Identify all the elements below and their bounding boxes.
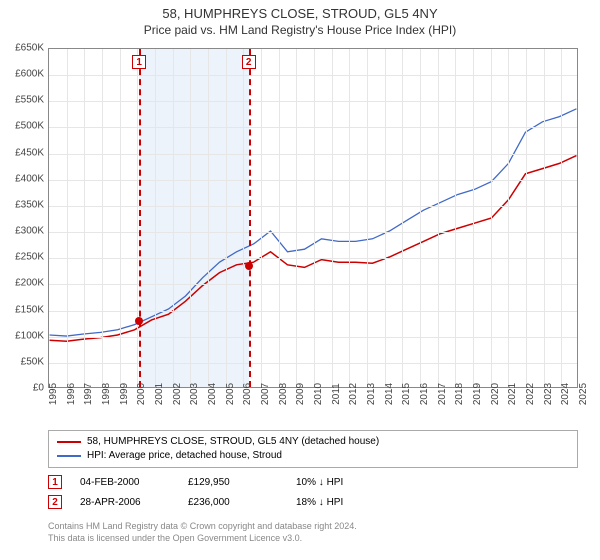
y-tick-label: £400K: [15, 173, 44, 184]
legend-label: HPI: Average price, detached house, Stro…: [87, 449, 282, 463]
x-tick-label: 2014: [384, 383, 395, 405]
event-point-marker: [135, 317, 143, 325]
y-tick-label: £250K: [15, 252, 44, 263]
x-tick-label: 1997: [83, 383, 94, 405]
x-tick-label: 2012: [348, 383, 359, 405]
x-axis: 1995199619971998199920002001200220032004…: [48, 390, 578, 428]
legend-swatch: [57, 441, 81, 443]
x-tick-label: 2015: [401, 383, 412, 405]
x-tick-label: 2007: [260, 383, 271, 405]
y-tick-label: £600K: [15, 69, 44, 80]
event-price: £236,000: [188, 497, 278, 508]
event-line: [249, 49, 251, 387]
event-delta: 18% ↓ HPI: [296, 497, 386, 508]
x-tick-label: 2003: [189, 383, 200, 405]
event-number-box: 2: [48, 495, 62, 509]
y-tick-label: £650K: [15, 43, 44, 54]
legend-item: HPI: Average price, detached house, Stro…: [57, 449, 569, 463]
x-tick-label: 2023: [543, 383, 554, 405]
footnote-line-2: This data is licensed under the Open Gov…: [48, 532, 578, 544]
y-tick-label: £550K: [15, 95, 44, 106]
events-table: 1 04-FEB-2000 £129,950 10% ↓ HPI 2 28-APR-200…: [48, 472, 578, 512]
y-tick-label: £450K: [15, 147, 44, 158]
x-tick-label: 2020: [490, 383, 501, 405]
legend-label: 58, HUMPHREYS CLOSE, STROUD, GL5 4NY (de…: [87, 435, 379, 449]
y-tick-label: £150K: [15, 304, 44, 315]
x-tick-label: 2018: [454, 383, 465, 405]
event-row: 2 28-APR-2006 £236,000 18% ↓ HPI: [48, 492, 578, 512]
event-date: 28-APR-2006: [80, 497, 170, 508]
legend-swatch: [57, 455, 81, 457]
legend: 58, HUMPHREYS CLOSE, STROUD, GL5 4NY (de…: [48, 430, 578, 468]
event-marker-box: 1: [132, 55, 146, 69]
event-row: 1 04-FEB-2000 £129,950 10% ↓ HPI: [48, 472, 578, 492]
x-tick-label: 2021: [507, 383, 518, 405]
x-tick-label: 2024: [560, 383, 571, 405]
event-marker-box: 2: [242, 55, 256, 69]
x-tick-label: 2013: [366, 383, 377, 405]
y-tick-label: £100K: [15, 330, 44, 341]
x-tick-label: 2005: [225, 383, 236, 405]
footnote-line-1: Contains HM Land Registry data © Crown c…: [48, 520, 578, 532]
y-tick-label: £300K: [15, 226, 44, 237]
y-tick-label: £500K: [15, 121, 44, 132]
event-date: 04-FEB-2000: [80, 477, 170, 488]
x-tick-label: 2001: [154, 383, 165, 405]
y-axis: £0£50K£100K£150K£200K£250K£300K£350K£400…: [0, 48, 46, 388]
series-line: [50, 109, 577, 336]
event-line: [139, 49, 141, 387]
y-tick-label: £350K: [15, 199, 44, 210]
event-delta: 10% ↓ HPI: [296, 477, 386, 488]
x-tick-label: 2017: [437, 383, 448, 405]
x-tick-label: 2022: [525, 383, 536, 405]
x-tick-label: 1998: [101, 383, 112, 405]
x-tick-label: 2019: [472, 383, 483, 405]
chart-area: 12: [48, 48, 578, 388]
series-line: [50, 156, 577, 342]
y-tick-label: £0: [33, 383, 44, 394]
x-tick-label: 1995: [48, 383, 59, 405]
x-tick-label: 2009: [295, 383, 306, 405]
y-tick-label: £200K: [15, 278, 44, 289]
x-tick-label: 2016: [419, 383, 430, 405]
x-tick-label: 2025: [578, 383, 589, 405]
x-tick-label: 2000: [136, 383, 147, 405]
page-title: 58, HUMPHREYS CLOSE, STROUD, GL5 4NY: [0, 6, 600, 21]
y-tick-label: £50K: [21, 356, 44, 367]
x-tick-label: 1999: [119, 383, 130, 405]
x-tick-label: 1996: [66, 383, 77, 405]
event-point-marker: [245, 262, 253, 270]
page-subtitle: Price paid vs. HM Land Registry's House …: [0, 23, 600, 37]
event-number-box: 1: [48, 475, 62, 489]
x-tick-label: 2006: [242, 383, 253, 405]
x-tick-label: 2008: [278, 383, 289, 405]
legend-item: 58, HUMPHREYS CLOSE, STROUD, GL5 4NY (de…: [57, 435, 569, 449]
footnote: Contains HM Land Registry data © Crown c…: [48, 520, 578, 544]
event-price: £129,950: [188, 477, 278, 488]
x-tick-label: 2010: [313, 383, 324, 405]
x-tick-label: 2011: [331, 383, 342, 405]
x-tick-label: 2002: [172, 383, 183, 405]
x-tick-label: 2004: [207, 383, 218, 405]
